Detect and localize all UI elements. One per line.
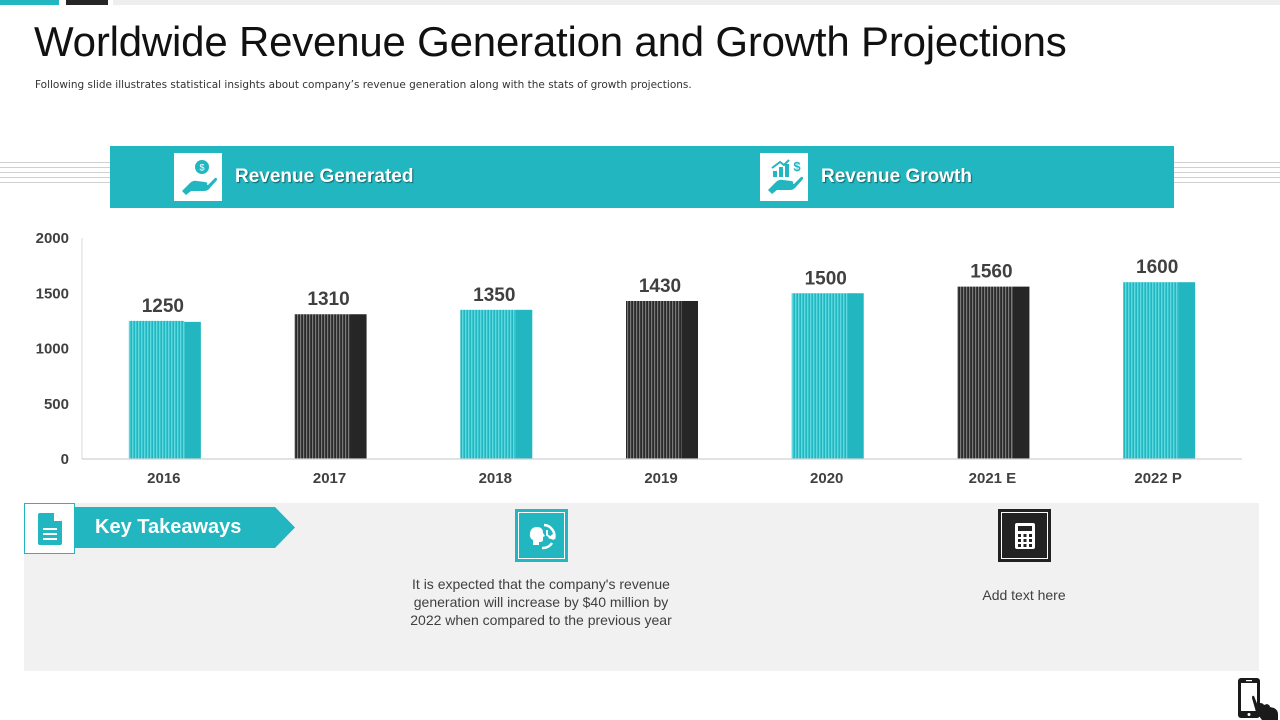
- y-tick-label: 2000: [36, 230, 69, 247]
- data-labels: 1250 1310 1350 1430 1500 1560 1600: [142, 257, 1179, 317]
- decorative-lines-left: [0, 162, 110, 184]
- bar: [957, 286, 1030, 459]
- y-axis: 0 500 1000 1500 2000: [36, 230, 83, 468]
- bar-solid-side: [1178, 282, 1196, 459]
- data-label: 1600: [1136, 257, 1178, 278]
- x-tick-label: 2020: [810, 470, 843, 487]
- bar-solid-side: [847, 293, 864, 459]
- hand-coin-icon: $: [174, 153, 222, 201]
- x-tick-label: 2021 E: [969, 470, 1017, 487]
- x-tick-label: 2018: [479, 470, 512, 487]
- bar: [128, 320, 201, 459]
- takeaway-text-1: It is expected that the company's revenu…: [410, 576, 672, 628]
- data-label: 1430: [639, 276, 681, 297]
- accent-gray-segment: [113, 0, 1280, 5]
- document-icon: [24, 503, 75, 554]
- band-item-revenue-generated: $ Revenue Generated: [174, 153, 413, 201]
- bar-solid-side: [1012, 286, 1030, 459]
- hand-growth-chart-icon: $: [760, 153, 808, 201]
- revenue-bar-chart: 0 500 1000 1500 2000 1250 1310 1350 1430 1500 156…: [0, 220, 1280, 495]
- chart-svg: 0 500 1000 1500 2000 1250 1310 1350 1430 1500 156…: [36, 230, 1242, 487]
- bar-solid-side: [681, 300, 698, 459]
- decorative-lines-right: [1174, 162, 1280, 184]
- header-band: $ Revenue Generated $ Revenue Growth: [110, 146, 1174, 208]
- head-clock-cycle-icon: [515, 509, 568, 562]
- bar-solid-side: [350, 314, 367, 459]
- phone-touch-icon: [1234, 676, 1280, 720]
- bar-striped-face: [791, 293, 848, 459]
- key-takeaways-label: Key Takeaways: [95, 516, 242, 538]
- bar-striped-face: [626, 300, 682, 459]
- accent-dark-segment: [66, 0, 108, 5]
- x-tick-label: 2022 P: [1134, 470, 1182, 487]
- bar: [791, 293, 864, 459]
- top-accent-bar: [0, 0, 1280, 5]
- bars: [128, 282, 1196, 459]
- bar: [1123, 282, 1196, 459]
- page-subtitle: Following slide illustrates statistical …: [35, 79, 692, 91]
- x-tick-label: 2019: [644, 470, 677, 487]
- bar-striped-face: [957, 286, 1013, 459]
- y-tick-label: 500: [44, 396, 69, 413]
- bar-striped-face: [128, 320, 185, 459]
- x-tick-label: 2016: [147, 470, 180, 487]
- bar-solid-side: [515, 309, 533, 459]
- y-tick-label: 0: [61, 451, 69, 468]
- data-label: 1250: [142, 296, 184, 317]
- bar: [294, 314, 367, 459]
- takeaway-text-2: Add text here: [982, 587, 1066, 603]
- key-takeaways-banner: Key Takeaways: [75, 507, 295, 548]
- svg-text:$: $: [199, 163, 204, 173]
- page-title: Worldwide Revenue Generation and Growth …: [34, 18, 1067, 65]
- y-tick-label: 1000: [36, 341, 69, 358]
- bar: [460, 309, 533, 459]
- x-axis: 2016 2017 2018 2019 2020 2021 E 2022 P: [82, 458, 1242, 487]
- calculator-icon: [998, 509, 1051, 562]
- data-label: 1310: [307, 289, 349, 310]
- bar: [626, 300, 698, 459]
- bar-solid-side: [184, 321, 201, 459]
- band-label-revenue-growth: Revenue Growth: [821, 166, 972, 187]
- bar-striped-face: [1123, 282, 1179, 459]
- band-label-revenue-generated: Revenue Generated: [235, 166, 414, 187]
- bar-striped-face: [294, 314, 351, 459]
- svg-text:$: $: [793, 159, 801, 174]
- data-label: 1560: [970, 262, 1012, 283]
- band-item-revenue-growth: $ Revenue Growth: [760, 153, 972, 201]
- data-label: 1350: [473, 285, 515, 306]
- bar-striped-face: [460, 309, 516, 459]
- data-label: 1500: [805, 268, 847, 289]
- y-tick-label: 1500: [36, 285, 69, 302]
- x-tick-label: 2017: [313, 470, 346, 487]
- accent-teal-segment: [0, 0, 59, 5]
